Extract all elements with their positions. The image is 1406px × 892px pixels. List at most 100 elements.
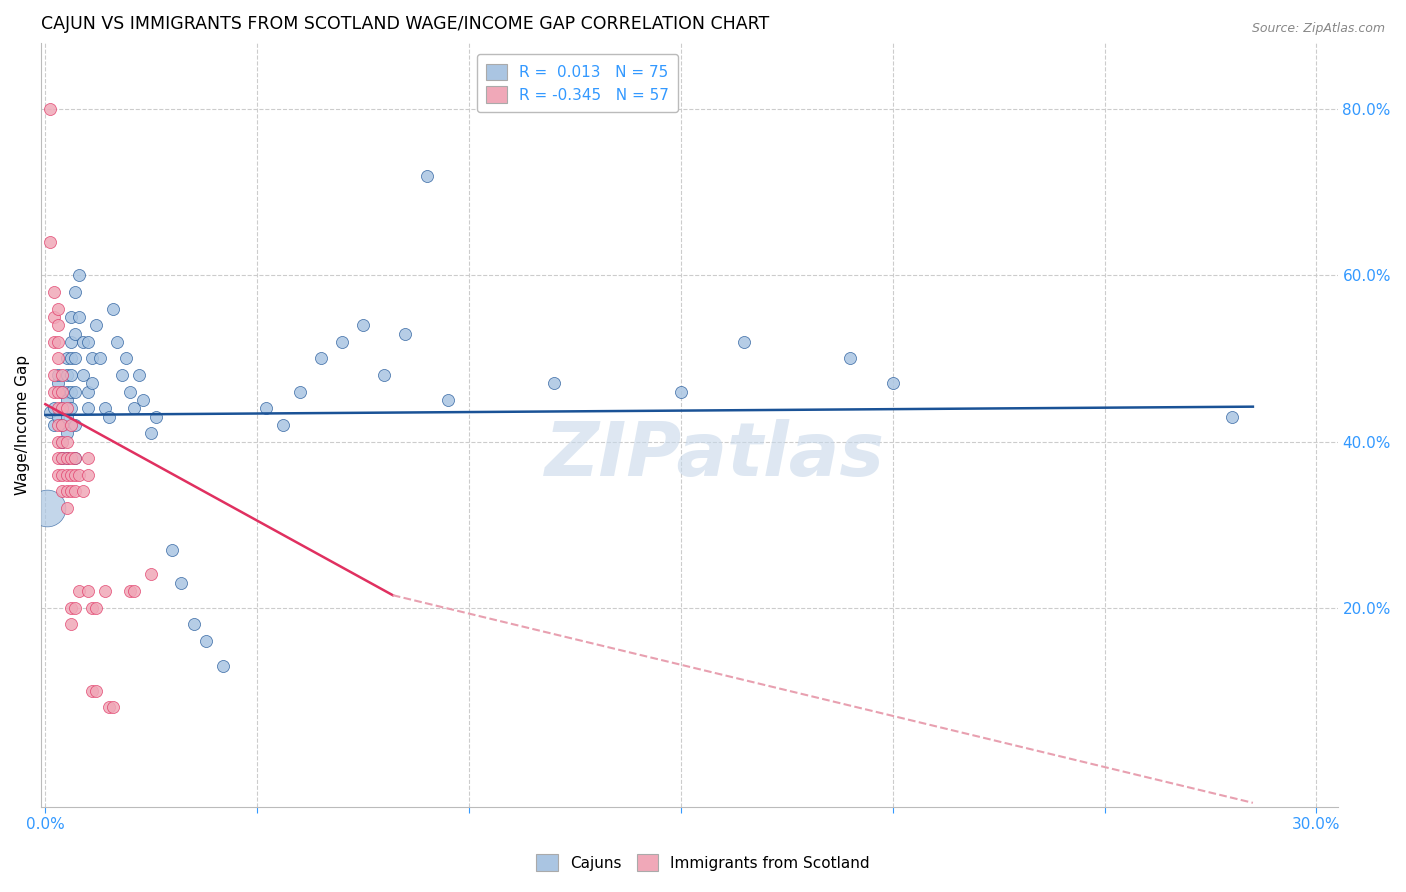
Point [38,103,60,117]
Point [59,368,82,383]
Point [55,451,77,466]
Point [42,417,65,432]
Point [38,235,60,250]
Point [51,384,73,399]
Point [46,318,69,333]
Point [141,567,163,582]
Point [72,368,94,383]
Point [46,417,69,432]
Point [51,401,73,416]
Point [55,351,77,366]
Point [46,351,69,366]
Point [63,600,86,615]
Point [51,434,73,449]
Point [59,417,82,432]
Point [55,384,77,399]
Point [59,617,82,632]
Point [80,600,103,615]
Point [415,169,437,183]
Point [254,401,277,416]
Point [97,409,120,424]
Point [1220,409,1243,424]
Point [352,318,374,333]
Point [76,467,98,482]
Legend: R =  0.013   N = 75, R = -0.345   N = 57: R = 0.013 N = 75, R = -0.345 N = 57 [477,54,679,112]
Point [124,401,146,416]
Point [330,334,353,349]
Point [59,467,82,482]
Point [59,401,82,416]
Point [115,351,138,366]
Point [46,334,69,349]
Point [55,467,77,482]
Point [67,268,90,283]
Point [101,301,124,316]
Point [543,376,565,391]
Point [76,584,98,599]
Point [63,384,86,399]
Point [67,467,90,482]
Point [42,368,65,383]
Point [76,451,98,466]
Point [63,351,86,366]
Point [63,484,86,499]
Point [59,310,82,324]
Point [63,467,86,482]
Point [55,426,77,441]
Point [55,500,77,515]
Point [437,392,460,407]
Point [38,405,60,419]
Point [89,351,111,366]
Point [120,384,142,399]
Point [76,334,98,349]
Point [105,334,128,349]
Point [733,334,755,349]
Point [271,417,294,432]
Point [72,484,94,499]
Point [51,401,73,416]
Point [162,542,184,557]
Point [51,417,73,432]
Point [51,434,73,449]
Point [55,451,77,466]
Point [59,384,82,399]
Point [59,451,82,466]
Text: CAJUN VS IMMIGRANTS FROM SCOTLAND WAGE/INCOME GAP CORRELATION CHART: CAJUN VS IMMIGRANTS FROM SCOTLAND WAGE/I… [41,15,769,33]
Point [97,700,120,714]
Point [63,451,86,466]
Point [309,351,332,366]
Point [195,633,218,648]
Point [882,376,904,391]
Point [63,285,86,299]
Point [288,384,311,399]
Text: ZIPatlas: ZIPatlas [546,419,886,492]
Point [80,351,103,366]
Point [42,334,65,349]
Point [63,417,86,432]
Point [76,401,98,416]
Point [55,401,77,416]
Point [46,401,69,416]
Point [110,368,132,383]
Point [46,434,69,449]
Point [67,584,90,599]
Point [42,384,65,399]
Point [839,351,862,366]
Legend: Cajuns, Immigrants from Scotland: Cajuns, Immigrants from Scotland [530,848,876,877]
Point [84,600,107,615]
Point [93,401,115,416]
Point [84,683,107,698]
Point [46,301,69,316]
Point [55,409,77,424]
Y-axis label: Wage/Income Gap: Wage/Income Gap [15,355,30,495]
Point [67,310,90,324]
Point [46,451,69,466]
Point [72,334,94,349]
Point [183,617,205,632]
Point [59,334,82,349]
Point [51,384,73,399]
Point [101,700,124,714]
Point [132,392,155,407]
Point [141,426,163,441]
Point [37,500,59,515]
